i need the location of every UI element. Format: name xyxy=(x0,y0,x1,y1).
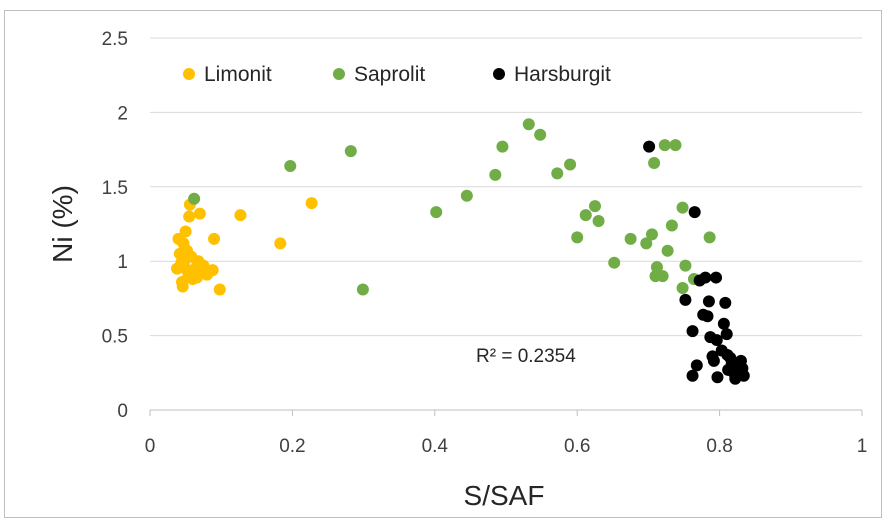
legend-label-saprolit: Saprolit xyxy=(354,63,425,86)
data-point-saprolit xyxy=(650,261,663,274)
x-tick-label: 0.8 xyxy=(706,436,732,457)
y-tick-label: 1.5 xyxy=(102,178,128,199)
series-limonit xyxy=(171,197,318,296)
data-point-limonit xyxy=(179,225,192,238)
data-point-harsburgit xyxy=(679,293,692,306)
data-point-saprolit xyxy=(564,158,577,171)
y-tick-labels: 0 0.5 1 1.5 2 2.5 xyxy=(102,29,128,422)
data-point-saprolit xyxy=(522,118,535,131)
legend: Limonit Saprolit Harsburgit xyxy=(183,63,611,86)
data-point-saprolit xyxy=(489,168,502,181)
data-point-saprolit xyxy=(703,231,716,244)
gridlines xyxy=(149,37,863,416)
data-point-saprolit xyxy=(551,167,564,180)
data-point-harsburgit xyxy=(710,271,723,284)
x-tick-label: 0 xyxy=(145,436,156,457)
data-point-harsburgit xyxy=(710,334,723,347)
y-tick-label: 2 xyxy=(117,103,128,124)
data-point-saprolit xyxy=(460,189,473,202)
data-point-harsburgit xyxy=(686,325,699,338)
x-axis-title: S/SAF xyxy=(464,480,545,511)
data-point-harsburgit xyxy=(720,328,733,341)
data-point-harsburgit xyxy=(707,354,720,367)
data-point-limonit xyxy=(193,207,206,220)
data-point-saprolit xyxy=(669,139,682,152)
data-point-limonit xyxy=(274,237,287,250)
data-point-harsburgit xyxy=(717,317,730,330)
data-point-saprolit xyxy=(640,237,653,250)
data-point-saprolit xyxy=(356,283,369,296)
r-squared-annotation: R² = 0.2354 xyxy=(476,346,576,367)
data-points xyxy=(171,118,750,385)
data-point-harsburgit xyxy=(737,369,750,382)
data-point-harsburgit xyxy=(702,295,715,308)
data-point-limonit xyxy=(183,210,196,223)
data-point-limonit xyxy=(208,232,221,245)
series-saprolit xyxy=(188,118,716,296)
data-point-saprolit xyxy=(592,215,605,228)
data-point-limonit xyxy=(206,264,219,277)
legend-marker-harsburgit xyxy=(493,68,505,80)
data-point-harsburgit xyxy=(688,206,701,219)
data-point-saprolit xyxy=(665,219,678,232)
data-point-saprolit xyxy=(645,228,658,241)
data-point-saprolit xyxy=(344,145,357,158)
data-point-saprolit xyxy=(571,231,584,244)
data-point-harsburgit xyxy=(686,369,699,382)
data-point-saprolit xyxy=(579,209,592,222)
data-point-limonit xyxy=(190,271,203,284)
y-tick-label: 2.5 xyxy=(102,29,128,50)
chart-frame xyxy=(4,10,882,518)
data-point-saprolit xyxy=(656,270,669,283)
data-point-limonit xyxy=(234,209,247,222)
data-point-saprolit xyxy=(676,201,689,214)
legend-label-harsburgit: Harsburgit xyxy=(514,63,611,86)
x-tick-label: 0.4 xyxy=(422,436,449,457)
legend-label-limonit: Limonit xyxy=(204,63,272,86)
data-point-saprolit xyxy=(658,139,671,152)
data-point-saprolit xyxy=(284,159,297,172)
data-point-saprolit xyxy=(676,281,689,294)
legend-marker-saprolit xyxy=(333,68,345,80)
data-point-limonit xyxy=(305,197,318,210)
data-point-harsburgit xyxy=(699,271,712,284)
data-point-limonit xyxy=(176,280,189,293)
data-point-limonit xyxy=(213,283,226,296)
data-point-saprolit xyxy=(188,192,201,205)
data-point-saprolit xyxy=(534,128,547,141)
x-tick-labels: 0 0.2 0.4 0.6 0.8 1 xyxy=(145,436,868,457)
data-point-saprolit xyxy=(496,140,509,153)
data-point-saprolit xyxy=(624,232,637,245)
data-point-saprolit xyxy=(608,256,621,269)
data-point-harsburgit xyxy=(711,371,724,384)
data-point-saprolit xyxy=(430,206,443,219)
y-tick-label: 0.5 xyxy=(102,327,128,348)
data-point-harsburgit xyxy=(719,296,732,309)
data-point-harsburgit xyxy=(690,359,703,372)
data-point-saprolit xyxy=(679,259,692,272)
legend-marker-limonit xyxy=(183,68,195,80)
data-point-harsburgit xyxy=(643,140,656,153)
series-harsburgit xyxy=(643,140,750,385)
y-tick-label: 0 xyxy=(117,401,128,422)
y-tick-label: 1 xyxy=(117,252,128,273)
x-tick-label: 0.6 xyxy=(564,436,590,457)
x-tick-label: 1 xyxy=(857,436,868,457)
data-point-saprolit xyxy=(648,156,661,169)
y-axis-title: Ni (%) xyxy=(47,185,78,263)
data-point-saprolit xyxy=(661,244,674,257)
data-point-saprolit xyxy=(589,200,601,213)
data-point-harsburgit xyxy=(701,310,714,323)
x-tick-label: 0.2 xyxy=(279,436,305,457)
